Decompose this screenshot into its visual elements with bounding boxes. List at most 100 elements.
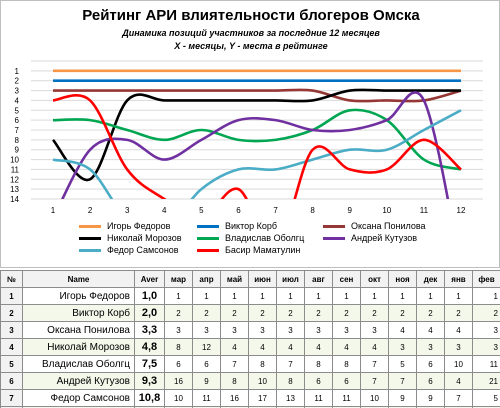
- table-row: 2 Виктор Корб 2,0 2 2 2 2 2 2 2 2 2 2 2 2: [0, 304, 500, 322]
- row-name: Федор Самсонов: [22, 389, 135, 407]
- row-name: Владислав Оболгц: [22, 355, 135, 373]
- row-month-value: 4: [248, 338, 277, 356]
- legend-item: Андрей Кутузов: [323, 233, 417, 243]
- row-month-value: 4: [332, 338, 361, 356]
- row-month-value: 8: [332, 355, 361, 373]
- row-month-value: 6: [304, 372, 333, 390]
- legend-swatch: [323, 224, 345, 228]
- x-tick-label: 3: [125, 206, 130, 215]
- table-row: 5 Владислав Оболгц 7,5 6 6 7 8 7 8 8 7 5 6 10 11: [0, 355, 500, 373]
- row-month-value: 11: [332, 389, 361, 407]
- row-month-value: 8: [304, 355, 333, 373]
- x-tick-label: 8: [310, 206, 315, 215]
- row-number: 4: [0, 338, 23, 356]
- y-tick-label: 4: [15, 96, 20, 105]
- legend-swatch: [323, 236, 345, 240]
- row-month-value: 1: [416, 287, 445, 305]
- legend-swatch: [79, 224, 101, 228]
- row-number: 6: [0, 372, 23, 390]
- table-row: 1 Игорь Федоров 1,0 1 1 1 1 1 1 1 1 1 1 1 1: [0, 287, 500, 305]
- header-month: апр: [192, 270, 221, 288]
- legend-item: Николай Морозов: [79, 233, 181, 243]
- row-month-value: 3: [276, 321, 305, 339]
- row-month-value: 7: [276, 355, 305, 373]
- legend-item: Владислав Оболгц: [197, 233, 304, 243]
- row-month-value: 4: [444, 321, 473, 339]
- row-month-value: 5: [388, 355, 417, 373]
- row-average: 9,3: [134, 372, 165, 390]
- row-month-value: 13: [276, 389, 305, 407]
- row-month-value: 6: [416, 355, 445, 373]
- row-month-value: 1: [164, 287, 193, 305]
- legend-item: Виктор Корб: [197, 221, 277, 231]
- x-tick-label: 9: [348, 206, 353, 215]
- chart-axis-description: X - месяцы, Y - места в рейтинге: [174, 41, 328, 51]
- x-tick-label: 4: [162, 206, 167, 215]
- series-line: [52, 94, 462, 199]
- header-month: июн: [248, 270, 277, 288]
- x-tick-label: 2: [88, 206, 93, 215]
- row-month-value: 1: [304, 287, 333, 305]
- series-line: [51, 88, 461, 182]
- legend-label: Игорь Федоров: [107, 221, 171, 231]
- y-tick-label: 2: [15, 77, 20, 86]
- row-month-value: 1: [220, 287, 249, 305]
- table-header-row: № Name Aver мар апр май июн июл авг сен …: [0, 270, 500, 288]
- y-tick-label: 10: [10, 156, 19, 165]
- row-month-value: 11: [304, 389, 333, 407]
- row-month-value: 1: [276, 287, 305, 305]
- row-month-value: 2: [444, 304, 473, 322]
- table-row: 7 Федор Самсонов 10,8 10 11 16 17 13 11 11 10 9 9 7 5: [0, 389, 500, 407]
- row-month-value: 3: [220, 321, 249, 339]
- legend-swatch: [197, 224, 219, 228]
- row-number: 1: [0, 287, 23, 305]
- row-month-value: 4: [360, 338, 389, 356]
- row-month-value: 4: [444, 372, 473, 390]
- x-tick-label: 11: [420, 206, 429, 215]
- row-month-value: 11: [472, 355, 500, 373]
- y-tick-label: 9: [15, 146, 20, 155]
- series-line: [61, 91, 450, 199]
- row-month-value: 3: [444, 338, 473, 356]
- row-month-value: 6: [164, 355, 193, 373]
- legend-label: Николай Морозов: [107, 233, 182, 243]
- x-tick-label: 6: [236, 206, 241, 215]
- row-month-value: 16: [220, 389, 249, 407]
- header-month: май: [220, 270, 249, 288]
- row-month-value: 9: [388, 389, 417, 407]
- header-month: фев: [472, 270, 500, 288]
- row-month-value: 4: [304, 338, 333, 356]
- row-month-value: 7: [388, 372, 417, 390]
- series-line: [53, 88, 462, 103]
- header-aver: Aver: [134, 270, 165, 288]
- y-tick-label: 11: [11, 165, 20, 174]
- legend-item: Оксана Понилова: [323, 221, 426, 231]
- row-month-value: 2: [304, 304, 333, 322]
- chart-subtitle: Динамика позиций участников за последние…: [122, 28, 380, 38]
- row-month-value: 1: [388, 287, 417, 305]
- row-month-value: 4: [276, 338, 305, 356]
- header-month: июл: [276, 270, 305, 288]
- legend-item: Федор Самсонов: [79, 245, 179, 255]
- row-number: 2: [0, 304, 23, 322]
- row-month-value: 2: [220, 304, 249, 322]
- x-tick-label: 10: [382, 206, 391, 215]
- series-line: [52, 108, 462, 171]
- row-month-value: 8: [276, 372, 305, 390]
- row-month-value: 2: [360, 304, 389, 322]
- y-tick-label: 12: [10, 175, 19, 184]
- row-month-value: 3: [304, 321, 333, 339]
- row-month-value: 2: [332, 304, 361, 322]
- row-month-value: 8: [164, 338, 193, 356]
- row-month-value: 4: [220, 338, 249, 356]
- row-month-value: 8: [220, 372, 249, 390]
- row-month-value: 11: [192, 389, 221, 407]
- row-month-value: 12: [192, 338, 221, 356]
- table-row: 8Басир Маматулин10,944111416131991111811: [0, 406, 500, 408]
- header-name: Name: [22, 270, 135, 288]
- row-month-value: 10: [248, 372, 277, 390]
- row-month-value: 8: [248, 355, 277, 373]
- row-average: 10,8: [134, 389, 165, 407]
- row-month-value: 4: [416, 321, 445, 339]
- header-month: окт: [360, 270, 389, 288]
